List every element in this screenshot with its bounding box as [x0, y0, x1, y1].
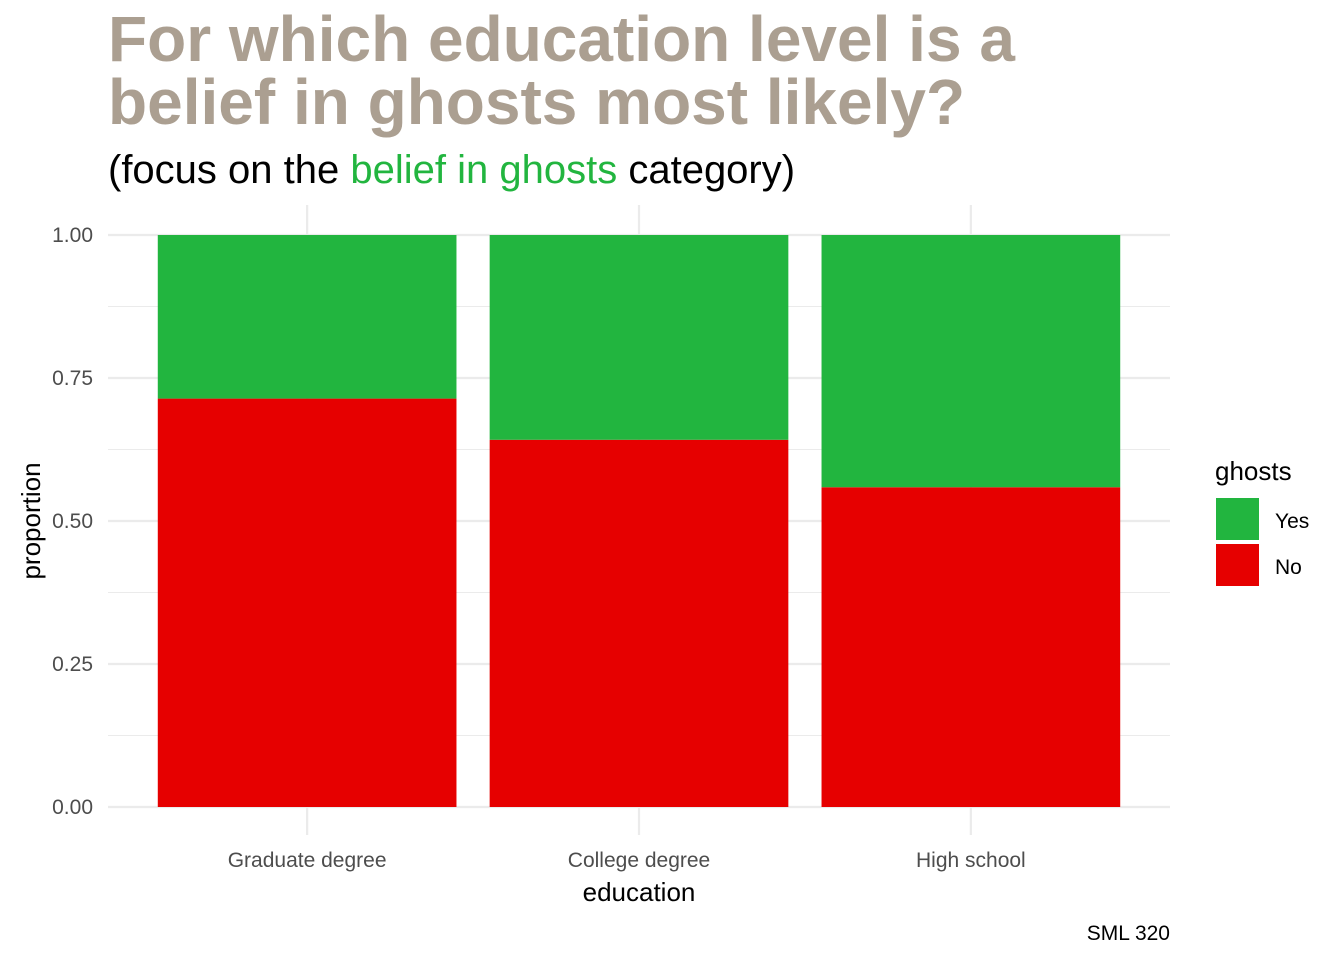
legend-label-no: No	[1275, 556, 1302, 579]
y-tick-label: 0.25	[52, 653, 93, 676]
bars-layer	[157, 235, 1121, 807]
bar-yes-high-school	[821, 235, 1121, 488]
caption: SML 320	[1087, 922, 1170, 945]
chart-title-line-1: For which education level is a	[108, 3, 1015, 75]
bar-no-graduate-degree	[157, 398, 457, 807]
chart-title-line-2: belief in ghosts most likely?	[108, 66, 965, 138]
legend-title: ghosts	[1215, 456, 1292, 486]
y-axis-title: proportion	[16, 462, 46, 579]
subtitle-prefix: (focus on the	[108, 148, 350, 192]
x-tick-label: High school	[916, 849, 1026, 872]
y-axis-ticks: 0.00 0.25 0.50 0.75 1.00	[52, 224, 93, 819]
y-tick-label: 0.50	[52, 510, 93, 533]
legend-label-yes: Yes	[1275, 510, 1309, 533]
x-tick-label: College degree	[568, 849, 710, 872]
x-axis-title: education	[583, 877, 696, 907]
bar-no-college-degree	[489, 439, 789, 807]
bar-yes-college-degree	[489, 235, 789, 440]
legend: ghosts Yes No	[1215, 456, 1309, 586]
chart-subtitle: (focus on the belief in ghosts category)	[108, 148, 795, 192]
subtitle-suffix: category)	[617, 148, 795, 192]
x-axis-ticks: Graduate degree College degree High school	[228, 849, 1026, 872]
subtitle-highlight: belief in ghosts	[350, 148, 617, 192]
y-tick-label: 0.00	[52, 796, 93, 819]
legend-key-yes	[1216, 498, 1259, 540]
bar-no-high-school	[821, 487, 1121, 807]
bar-yes-graduate-degree	[157, 235, 457, 399]
y-tick-label: 1.00	[52, 224, 93, 247]
x-tick-label: Graduate degree	[228, 849, 387, 872]
y-tick-label: 0.75	[52, 367, 93, 390]
legend-key-no	[1216, 544, 1259, 586]
